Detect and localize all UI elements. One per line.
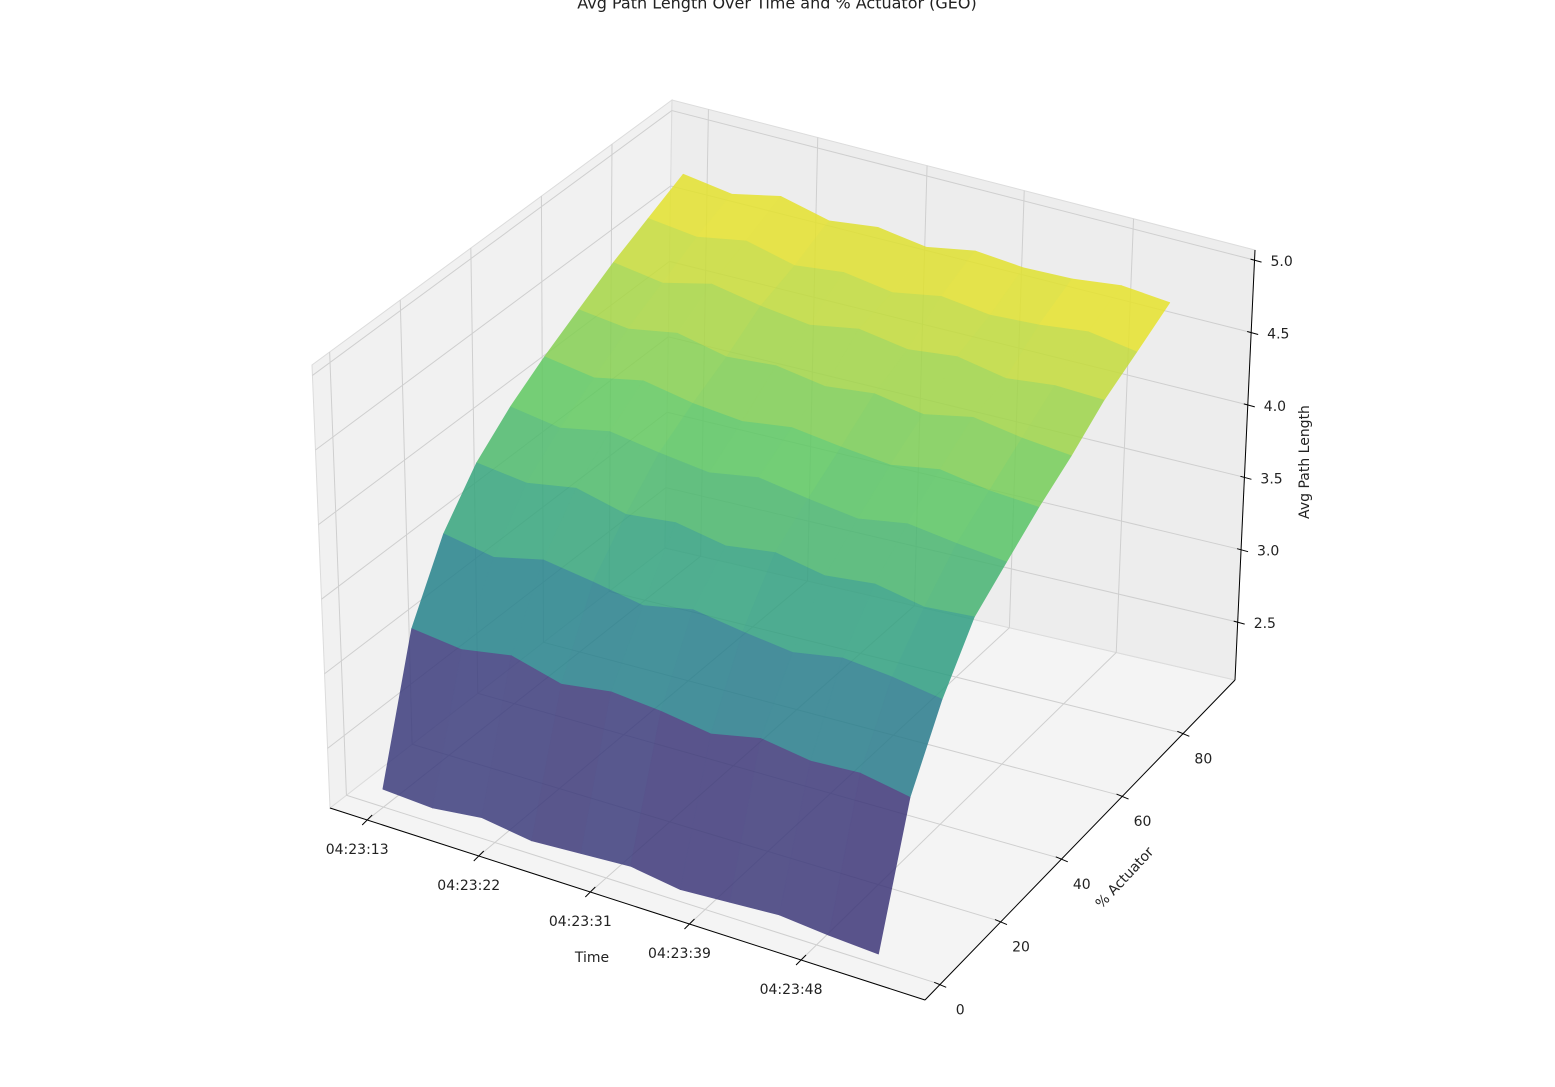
grid-line <box>329 351 347 796</box>
z-tick-mark <box>1243 403 1255 408</box>
y-tick-mark <box>1055 856 1068 863</box>
z-tick-label: 3.0 <box>1257 544 1279 560</box>
surface-cell <box>828 772 911 955</box>
z-tick-mark <box>1236 548 1249 553</box>
z-tick-mark <box>1250 258 1262 263</box>
grid-line <box>312 110 673 376</box>
z-tick-label: 4.0 <box>1264 399 1286 415</box>
z-tick-mark <box>1240 475 1252 480</box>
y-tick-label: 40 <box>1073 877 1091 893</box>
y-tick-mark <box>1116 793 1129 800</box>
x-tick-label: 04:23:31 <box>549 914 612 930</box>
x-tick-label: 04:23:48 <box>760 982 823 998</box>
grid-line <box>346 794 941 985</box>
x-tick-label: 04:23:22 <box>437 878 500 894</box>
labels: 04:23:13 04:23:22 04:23:31 04:23:39 04:23:48… <box>326 254 1293 1018</box>
z-tick-mark <box>1233 620 1245 625</box>
y-tick-label: 60 <box>1134 814 1152 830</box>
axes <box>329 249 1262 1001</box>
x-tick-mark <box>473 850 485 862</box>
z-tick-mark <box>1247 331 1259 336</box>
z-axis-line <box>1234 249 1256 681</box>
z-tick-label: 3.5 <box>1260 471 1282 487</box>
y-tick-label: 0 <box>956 1002 965 1018</box>
z-axis-label: Avg Path Length <box>1297 405 1313 519</box>
y-tick-label: 80 <box>1194 751 1212 767</box>
x-tick-mark <box>361 814 373 826</box>
x-axis-label: Time <box>574 950 609 966</box>
grid-line <box>315 185 671 451</box>
y-tick-mark <box>994 919 1008 926</box>
x-tick-mark <box>795 954 807 966</box>
z-tick-label: 2.5 <box>1254 616 1276 632</box>
z-tick-label: 4.5 <box>1267 327 1289 343</box>
chart-title: Avg Path Length Over Time and % Actuator… <box>577 0 977 13</box>
y-tick-mark <box>934 981 947 988</box>
x-tick-mark <box>684 918 695 930</box>
x-tick-mark <box>584 886 596 898</box>
x-axis-line <box>329 807 926 1001</box>
y-tick-label: 20 <box>1012 940 1030 956</box>
grid-line <box>671 110 1255 261</box>
x-tick-label: 04:23:13 <box>326 842 389 858</box>
z-tick-label: 5.0 <box>1271 254 1293 270</box>
surface <box>382 173 1171 955</box>
y-tick-mark <box>1177 730 1190 737</box>
x-tick-label: 04:23:39 <box>648 946 711 962</box>
